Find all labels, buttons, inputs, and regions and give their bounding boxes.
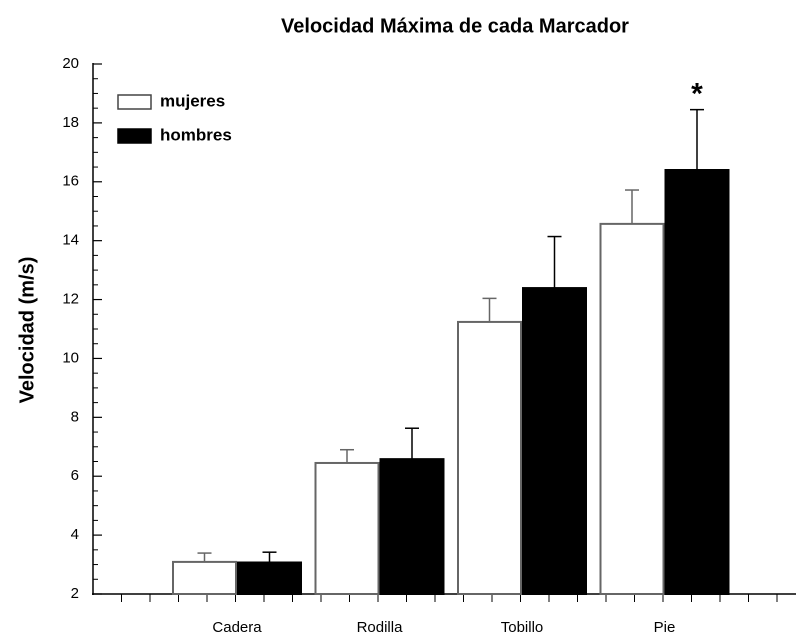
bar [379,458,445,595]
bar [664,169,730,595]
bar [314,461,380,595]
y-tick-label: 18 [62,114,79,131]
x-tick-label: Tobillo [501,619,544,635]
chart-title: Velocidad Máxima de cada Marcador [281,15,629,37]
y-tick-label: 12 [62,291,79,308]
legend-label: hombres [160,125,232,144]
bar [237,561,302,596]
bar [172,560,237,596]
bar [457,320,522,595]
legend-label: mujeres [160,91,225,110]
y-tick-label: 20 [62,55,79,72]
annotation: * [691,78,703,111]
y-tick-label: 2 [71,585,79,602]
legend-swatch [117,94,152,110]
y-tick-label: 6 [71,467,79,484]
y-tick-label: 8 [71,408,79,425]
y-tick-label: 16 [62,173,79,190]
x-tick-label: Cadera [212,619,262,635]
y-tick-label: 14 [62,232,79,249]
x-tick-label: Rodilla [357,619,404,635]
bar [522,287,587,595]
y-tick-label: 10 [62,349,79,366]
bar [599,222,665,595]
x-tick-label: Pie [654,619,676,635]
legend-swatch [117,128,152,144]
y-tick-label: 4 [71,526,79,543]
y-axis-label: Velocidad (m/s) [16,257,38,404]
